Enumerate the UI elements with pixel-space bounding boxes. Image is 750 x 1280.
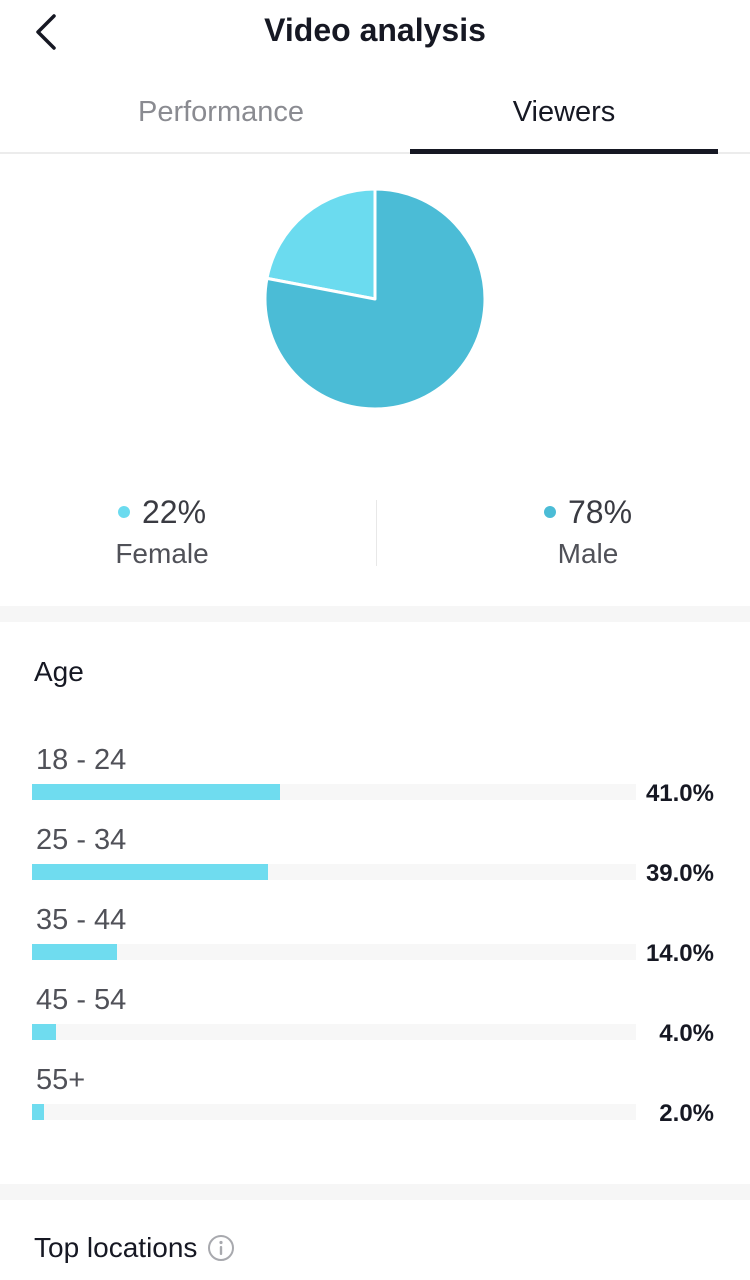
gender-female-legend: 22% Female bbox=[32, 490, 292, 570]
age-bar-fill bbox=[32, 784, 280, 800]
age-row: 18 - 24 41.0% bbox=[32, 744, 722, 824]
age-row: 55+ 2.0% bbox=[32, 1064, 722, 1144]
male-percentage: 78% bbox=[567, 493, 633, 530]
age-percentage: 39.0% bbox=[645, 860, 714, 887]
age-percentage: 2.0% bbox=[659, 1100, 714, 1127]
gender-male-legend: 78% Male bbox=[458, 490, 718, 570]
age-percentage: 4.0% bbox=[659, 1020, 714, 1047]
back-button[interactable] bbox=[28, 10, 68, 54]
age-percentage: 14.0% bbox=[645, 940, 714, 967]
page-title: Video analysis bbox=[264, 12, 486, 48]
male-dot-icon bbox=[543, 506, 556, 518]
top-locations-title: Top locations bbox=[34, 1232, 198, 1263]
chevron-left-icon bbox=[36, 14, 56, 50]
age-row: 25 - 34 39.0% bbox=[32, 824, 722, 904]
age-bar-fill bbox=[32, 944, 117, 960]
age-bar-track bbox=[32, 1104, 636, 1120]
section-divider bbox=[0, 606, 750, 622]
age-range-label: 55+ bbox=[36, 1064, 86, 1096]
age-percentage: 41.0% bbox=[645, 780, 714, 807]
pie-slice-male bbox=[263, 187, 487, 411]
female-percentage: 22% bbox=[141, 493, 207, 530]
female-label: Female bbox=[115, 538, 209, 569]
male-label: Male bbox=[557, 538, 619, 569]
age-bar-track bbox=[32, 1024, 636, 1040]
age-bar-track bbox=[32, 864, 636, 880]
age-bar-track bbox=[32, 784, 636, 800]
age-range-label: 35 - 44 bbox=[36, 904, 127, 936]
gender-pie-chart bbox=[262, 186, 488, 412]
tab-viewers[interactable]: Viewers bbox=[512, 96, 616, 128]
age-row: 45 - 54 4.0% bbox=[32, 984, 722, 1064]
age-bar-track bbox=[32, 944, 636, 960]
info-icon[interactable] bbox=[207, 1234, 235, 1262]
female-dot-icon bbox=[117, 506, 130, 518]
age-range-label: 18 - 24 bbox=[36, 744, 127, 776]
age-bar-fill bbox=[32, 864, 268, 880]
age-range-label: 25 - 34 bbox=[36, 824, 127, 856]
age-range-label: 45 - 54 bbox=[36, 984, 127, 1016]
age-section-title: Age bbox=[34, 656, 84, 687]
age-row: 35 - 44 14.0% bbox=[32, 904, 722, 984]
top-locations-header: Top locations bbox=[34, 1232, 235, 1264]
tab-selected-indicator bbox=[410, 149, 718, 154]
section-divider bbox=[0, 1184, 750, 1200]
divider bbox=[376, 500, 377, 566]
age-bar-fill bbox=[32, 1024, 57, 1040]
age-bar-fill bbox=[32, 1104, 45, 1120]
header: Video analysis bbox=[0, 0, 750, 64]
tab-performance[interactable]: Performance bbox=[137, 96, 304, 128]
pie-slice-female bbox=[265, 187, 377, 301]
tab-bar: Performance Viewers bbox=[0, 88, 750, 154]
